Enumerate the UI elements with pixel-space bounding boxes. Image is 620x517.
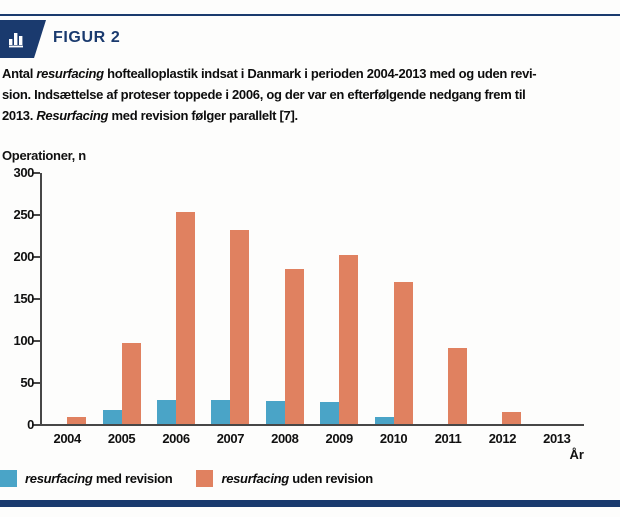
bar-2009-med-revision [320,401,340,425]
y-tick-label: 200 [13,248,35,264]
x-tick-label: 2011 [434,431,462,446]
bar-2008-uden-revision [284,268,304,425]
bar-2004-uden-revision [67,416,87,425]
caption-line: 2013. Resurfacing med revision følger pa… [2,108,298,123]
x-tick-label: 2008 [271,431,299,446]
figure-title: FIGUR 2 [53,29,121,46]
x-tick-label: 2004 [53,431,82,446]
bar-2005-uden-revision [121,343,141,425]
bar-2011-uden-revision [448,348,467,425]
x-tick-label: 2007 [216,431,245,446]
x-tick-label: 2005 [107,431,136,446]
y-tick-mark [33,255,40,258]
y-axis-label: Operationer, n [2,148,86,163]
x-tick-label: 2013 [543,431,571,446]
legend-swatch [196,469,214,487]
x-axis-label: År [569,447,584,462]
x-axis-line [40,424,584,426]
legend-item: resurfacing med revision [0,469,173,487]
x-tick-label: 2009 [325,431,354,446]
bar-2010-uden-revision [393,281,413,425]
y-tick-mark [33,381,40,384]
bar-2006-med-revision [157,400,176,425]
y-tick-label: 0 [27,416,34,432]
bottom-divider-bar [0,500,620,507]
y-tick-mark [33,172,40,174]
bar-2007-med-revision [211,400,231,425]
y-tick-label: 300 [13,165,35,180]
y-tick-label: 50 [20,374,34,390]
bar-2007-uden-revision [230,230,250,425]
legend-label: resurfacing uden revision [221,470,373,486]
y-tick-label: 150 [13,290,35,306]
top-divider-rule [0,14,620,16]
chart-legend: resurfacing med revision resurfacing uden… [0,469,620,487]
caption-line: Antal resurfacing hoftealloplastik indsa… [2,66,537,81]
bar-2010-med-revision [374,416,394,425]
y-tick-mark [33,423,40,426]
caption-line: sion. Indsættelse af proteser toppede i … [2,87,526,102]
legend-item: resurfacing uden revision [196,469,373,487]
figure-caption: Antal resurfacing hoftealloplastik indsa… [2,63,618,126]
bar-2009-uden-revision [339,255,359,425]
figure-banner [0,20,46,58]
legend-swatch [0,469,17,487]
x-tick-label: 2012 [488,431,517,446]
bar-chart-icon [9,33,23,48]
y-tick-mark [33,213,40,216]
bar-2008-med-revision [265,401,285,425]
bar-2006-uden-revision [176,212,195,425]
bar-2012-uden-revision [502,411,522,425]
y-tick-mark [33,297,40,300]
x-tick-label: 2006 [162,431,190,446]
y-tick-label: 250 [13,206,35,222]
y-axis-line [40,173,42,425]
y-tick-label: 100 [13,332,35,348]
y-tick-mark [33,339,40,342]
x-tick-label: 2010 [379,431,408,446]
legend-label: resurfacing med revision [25,470,173,486]
bar-2005-med-revision [102,410,122,425]
